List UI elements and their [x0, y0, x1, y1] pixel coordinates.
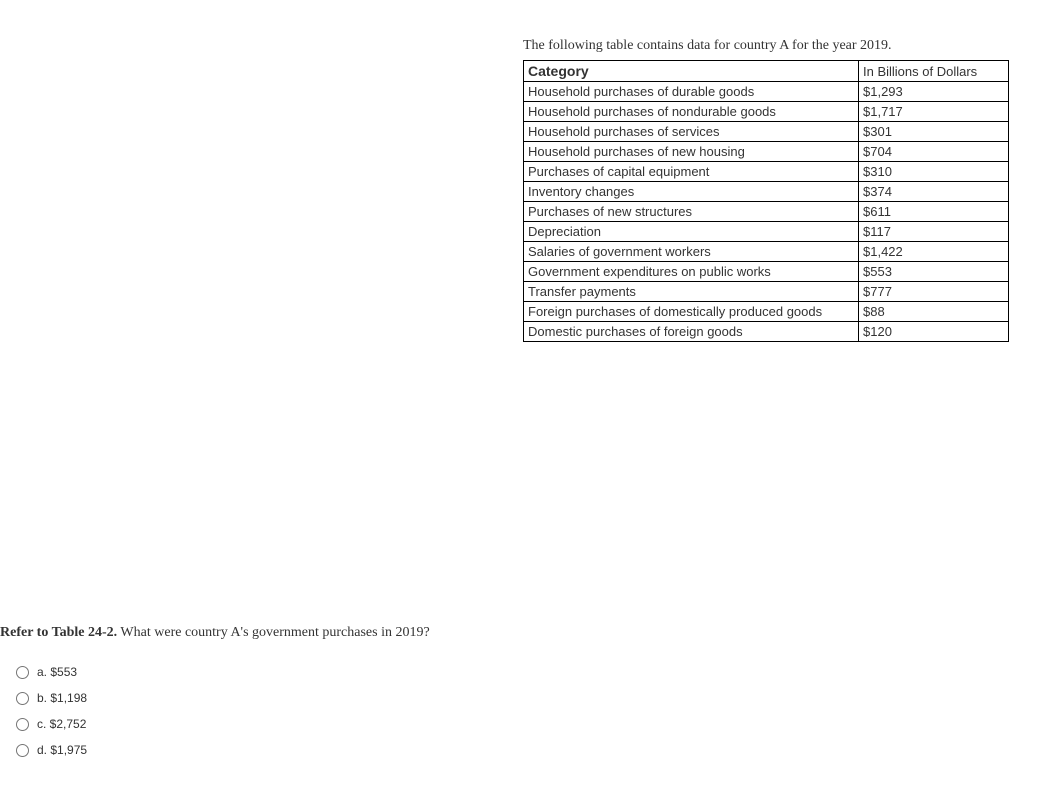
cell-category: Household purchases of nondurable goods	[524, 102, 859, 122]
cell-category: Household purchases of new housing	[524, 142, 859, 162]
table-row: Purchases of new structures$611	[524, 202, 1009, 222]
cell-value: $777	[859, 282, 1009, 302]
cell-category: Household purchases of durable goods	[524, 82, 859, 102]
cell-value: $374	[859, 182, 1009, 202]
cell-category: Transfer payments	[524, 282, 859, 302]
cell-value: $704	[859, 142, 1009, 162]
cell-category: Domestic purchases of foreign goods	[524, 322, 859, 342]
cell-category: Household purchases of services	[524, 122, 859, 142]
table-body: Household purchases of durable goods$1,2…	[524, 82, 1009, 342]
choice-c[interactable]: c. $2,752	[16, 717, 430, 731]
cell-value: $310	[859, 162, 1009, 182]
choice-label: d. $1,975	[37, 743, 87, 757]
cell-value: $117	[859, 222, 1009, 242]
cell-value: $120	[859, 322, 1009, 342]
table-row: Household purchases of new housing$704	[524, 142, 1009, 162]
question-prefix: Refer to Table 24-2.	[0, 625, 117, 640]
cell-value: $611	[859, 202, 1009, 222]
radio-a[interactable]	[16, 666, 29, 679]
cell-value: $301	[859, 122, 1009, 142]
data-table: Category In Billions of Dollars Househol…	[523, 60, 1009, 342]
table-header-row: Category In Billions of Dollars	[524, 61, 1009, 82]
table-row: Domestic purchases of foreign goods$120	[524, 322, 1009, 342]
table-row: Government expenditures on public works$…	[524, 262, 1009, 282]
table-row: Salaries of government workers$1,422	[524, 242, 1009, 262]
radio-c[interactable]	[16, 718, 29, 731]
cell-value: $1,293	[859, 82, 1009, 102]
choice-a[interactable]: a. $553	[16, 665, 430, 679]
table-row: Household purchases of nondurable goods$…	[524, 102, 1009, 122]
cell-category: Government expenditures on public works	[524, 262, 859, 282]
choice-label: c. $2,752	[37, 717, 86, 731]
header-value: In Billions of Dollars	[859, 61, 1009, 82]
choice-d[interactable]: d. $1,975	[16, 743, 430, 757]
cell-value: $1,717	[859, 102, 1009, 122]
cell-value: $553	[859, 262, 1009, 282]
cell-value: $88	[859, 302, 1009, 322]
table-row: Depreciation$117	[524, 222, 1009, 242]
table-row: Inventory changes$374	[524, 182, 1009, 202]
header-category: Category	[524, 61, 859, 82]
question-body: What were country A's government purchas…	[117, 625, 430, 640]
cell-category: Salaries of government workers	[524, 242, 859, 262]
table-row: Household purchases of durable goods$1,2…	[524, 82, 1009, 102]
choices-list: a. $553 b. $1,198 c. $2,752 d. $1,975	[16, 665, 430, 757]
intro-text: The following table contains data for co…	[523, 38, 892, 54]
choice-b[interactable]: b. $1,198	[16, 691, 430, 705]
cell-category: Inventory changes	[524, 182, 859, 202]
table-row: Household purchases of services$301	[524, 122, 1009, 142]
cell-category: Purchases of capital equipment	[524, 162, 859, 182]
table-row: Purchases of capital equipment$310	[524, 162, 1009, 182]
choice-label: a. $553	[37, 665, 77, 679]
table-row: Foreign purchases of domestically produc…	[524, 302, 1009, 322]
question-text: Refer to Table 24-2. What were country A…	[0, 625, 430, 641]
question-block: Refer to Table 24-2. What were country A…	[0, 625, 430, 769]
radio-d[interactable]	[16, 744, 29, 757]
radio-b[interactable]	[16, 692, 29, 705]
cell-category: Foreign purchases of domestically produc…	[524, 302, 859, 322]
cell-category: Purchases of new structures	[524, 202, 859, 222]
choice-label: b. $1,198	[37, 691, 87, 705]
cell-category: Depreciation	[524, 222, 859, 242]
cell-value: $1,422	[859, 242, 1009, 262]
table-row: Transfer payments$777	[524, 282, 1009, 302]
